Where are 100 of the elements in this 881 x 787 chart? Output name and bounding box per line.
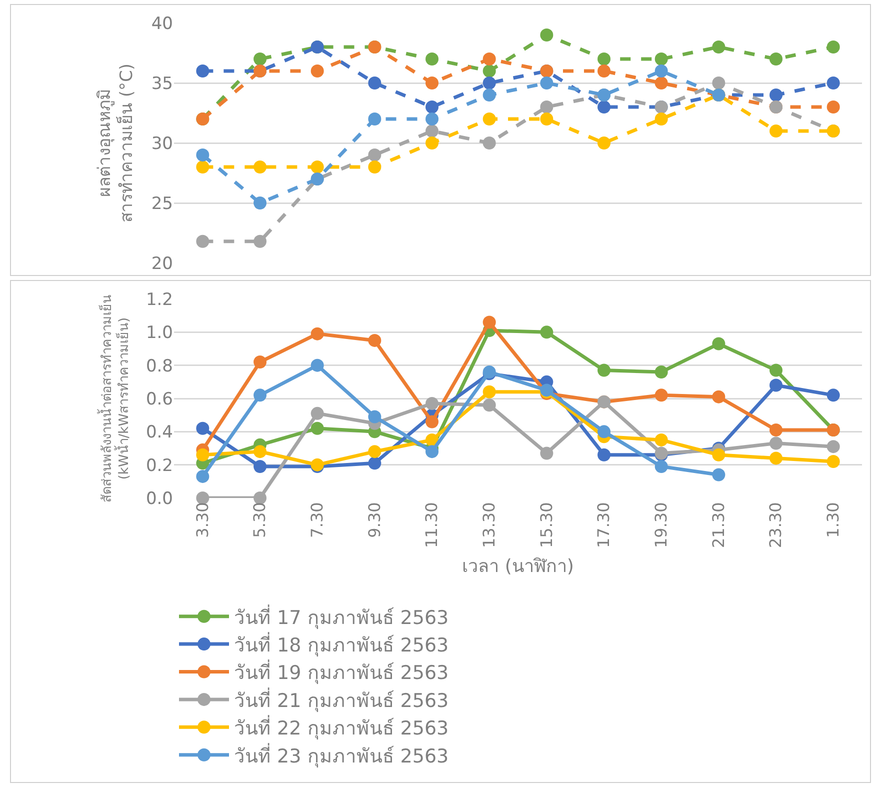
y-tick-label: 30	[151, 134, 173, 154]
point	[654, 460, 668, 473]
point	[654, 52, 668, 66]
y-tick-label: 0.4	[146, 422, 173, 443]
point	[540, 112, 554, 126]
point	[196, 422, 210, 435]
legend-label: วันที่ 19 กุมภาพันธ์ 2563	[234, 659, 449, 686]
point	[482, 88, 496, 102]
y-tick-label: 0.8	[146, 356, 173, 376]
y-tick-label: 20	[151, 254, 173, 274]
point	[712, 337, 726, 350]
point	[654, 433, 668, 446]
point	[712, 76, 726, 90]
point	[426, 100, 438, 114]
point	[826, 440, 840, 454]
point	[426, 112, 438, 126]
point	[598, 136, 610, 150]
point	[826, 76, 840, 90]
point	[426, 52, 438, 66]
point	[426, 136, 438, 150]
point	[482, 316, 496, 329]
point	[310, 406, 324, 420]
point	[482, 112, 496, 126]
point	[368, 160, 382, 174]
point	[770, 52, 782, 66]
point	[310, 422, 324, 435]
point	[254, 460, 266, 473]
point	[654, 365, 668, 378]
legend-label: วันที่ 22 กุมภาพันธ์ 2563	[234, 714, 449, 741]
point	[368, 148, 382, 162]
y-tick-label: 1.0	[146, 323, 173, 344]
point	[540, 446, 554, 460]
point	[598, 100, 610, 114]
point	[368, 456, 382, 470]
point	[826, 100, 840, 114]
point	[310, 160, 324, 174]
legend-label: วันที่ 23 กุมภาพันธ์ 2563	[234, 742, 449, 768]
point	[598, 52, 610, 66]
point	[310, 327, 324, 340]
point	[196, 448, 210, 462]
x-tick-label: 23.30	[766, 502, 786, 548]
x-tick-label: 11.30	[422, 502, 442, 548]
point	[770, 88, 782, 102]
y-tick-label: 0.2	[146, 456, 173, 476]
point	[482, 76, 496, 90]
point	[598, 64, 610, 78]
point	[482, 136, 496, 150]
point	[482, 64, 496, 78]
x-tick-label: 21.30	[708, 502, 728, 548]
legend-label: วันที่ 21 กุมภาพันธ์ 2563	[234, 686, 449, 713]
x-axis-title: เวลา (นาฬิกา)	[462, 556, 574, 578]
point	[770, 364, 782, 377]
point	[540, 28, 554, 42]
point	[254, 196, 266, 210]
point	[654, 112, 668, 126]
point	[598, 448, 610, 462]
point	[482, 385, 496, 398]
x-tick-label: 1.30	[824, 502, 843, 538]
x-tick-label: 13.30	[480, 502, 499, 548]
point	[482, 52, 496, 66]
legend-label: วันที่ 18 กุมภาพันธ์ 2563	[234, 631, 449, 658]
point	[826, 388, 840, 402]
point	[540, 100, 554, 114]
x-tick-label: 9.30	[364, 502, 384, 538]
point	[712, 390, 726, 404]
y-tick-label: 35	[151, 74, 173, 94]
point	[598, 364, 610, 377]
point	[598, 425, 610, 438]
point	[254, 160, 266, 174]
point	[482, 398, 496, 412]
x-tick-label: 3.30	[192, 502, 212, 538]
x-tick-label: 5.30	[250, 502, 270, 538]
point	[196, 234, 210, 248]
legend-label: วันที่ 17 กุมภาพันธ์ 2563	[234, 604, 449, 630]
point	[368, 76, 382, 90]
point	[426, 124, 438, 138]
y-tick-label: 0.6	[146, 389, 173, 410]
point	[196, 160, 210, 174]
point	[196, 148, 210, 162]
point	[540, 76, 554, 90]
point	[368, 112, 382, 126]
x-tick-label: 15.30	[536, 502, 556, 548]
point	[368, 445, 382, 458]
point	[368, 334, 382, 347]
point	[826, 40, 840, 54]
point	[770, 124, 782, 138]
point	[770, 452, 782, 465]
point	[712, 448, 726, 462]
point	[654, 64, 668, 78]
point	[654, 76, 668, 90]
point	[310, 64, 324, 78]
x-tick-label: 19.30	[652, 502, 671, 548]
y-tick-label: 25	[151, 194, 173, 214]
point	[654, 388, 668, 402]
point	[770, 436, 782, 450]
point	[426, 396, 438, 410]
point	[310, 358, 324, 372]
point	[426, 76, 438, 90]
x-tick-label: 7.30	[308, 502, 327, 538]
point	[770, 378, 782, 392]
